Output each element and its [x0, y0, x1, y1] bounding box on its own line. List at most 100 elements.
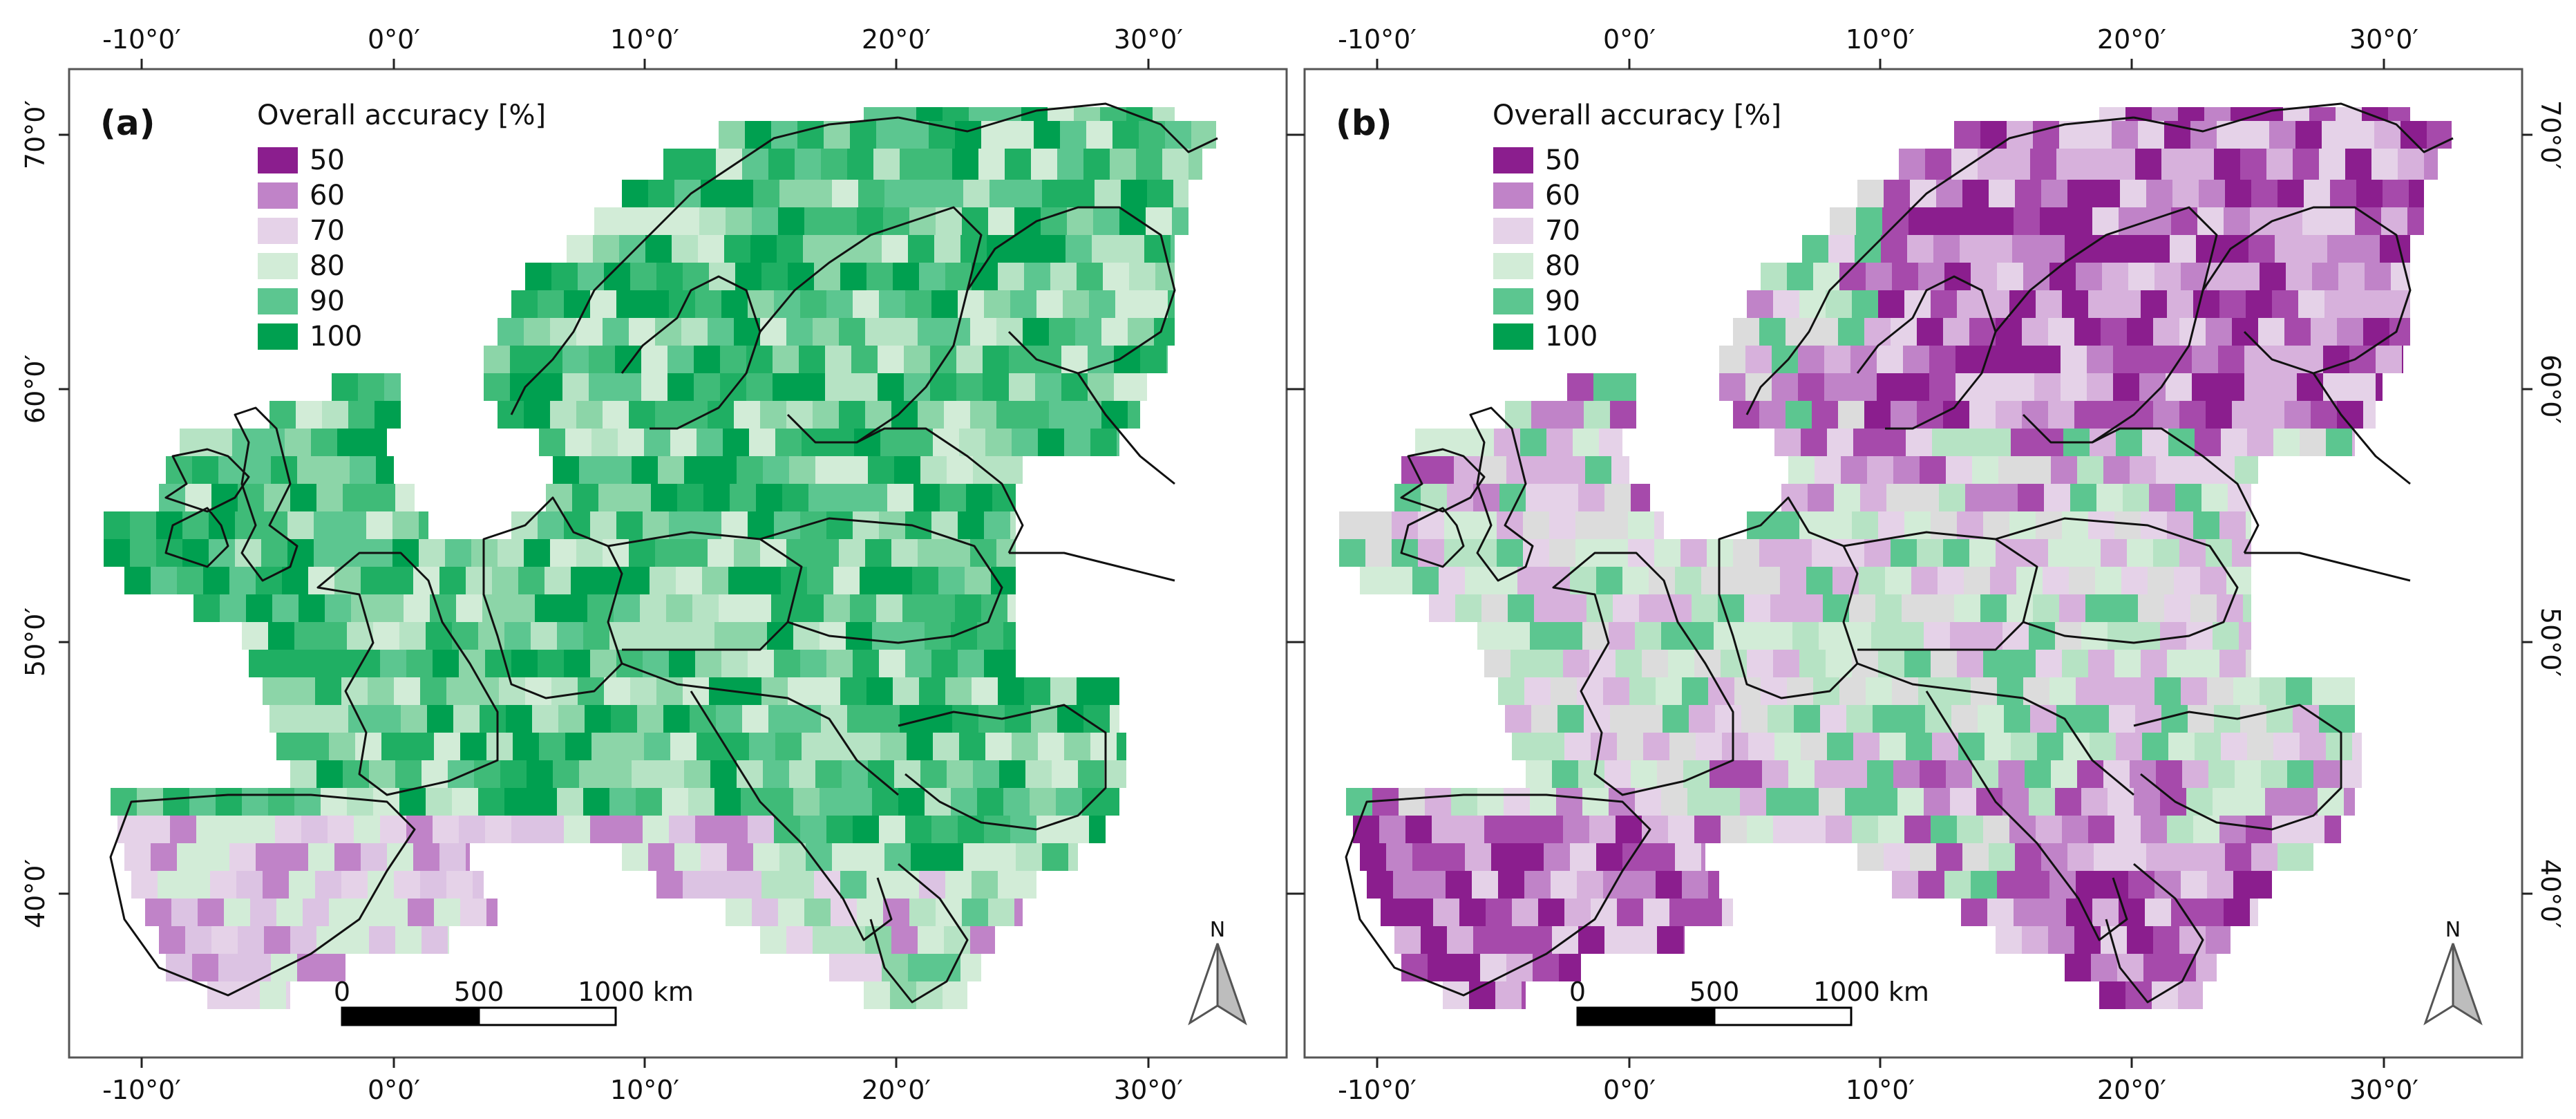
accuracy-cell: [2116, 733, 2142, 760]
accuracy-cell: [2311, 318, 2337, 346]
accuracy-cell: [1064, 429, 1090, 456]
accuracy-cell: [2388, 107, 2410, 121]
accuracy-cell: [1815, 760, 1841, 788]
accuracy-cell: [879, 290, 905, 318]
accuracy-cell: [2015, 180, 2041, 207]
accuracy-cell: [826, 650, 853, 677]
accuracy-cell: [1629, 677, 1656, 705]
accuracy-cell: [745, 121, 771, 149]
y-tick-label: 40°0′: [20, 859, 50, 928]
accuracy-cell: [2025, 760, 2051, 788]
accuracy-cell: [1642, 816, 1668, 843]
accuracy-cell: [1808, 484, 1834, 511]
y-tick-label: 40°0′: [2535, 859, 2566, 928]
accuracy-cell: [1987, 899, 2014, 926]
accuracy-cell: [891, 539, 918, 567]
accuracy-cell: [2188, 149, 2214, 180]
accuracy-cell: [2161, 705, 2188, 733]
accuracy-cell: [354, 816, 380, 843]
boundary-line: [1469, 406, 1534, 582]
accuracy-cell: [2029, 788, 2055, 816]
accuracy-cell: [1957, 650, 1983, 677]
accuracy-cell: [446, 677, 473, 705]
accuracy-cell: [1602, 511, 1628, 539]
accuracy-cell: [2142, 733, 2168, 760]
accuracy-cell: [938, 567, 965, 594]
accuracy-cell: [1166, 346, 1168, 373]
accuracy-cell: [904, 346, 930, 373]
accuracy-cell: [1759, 401, 1786, 429]
accuracy-cell: [616, 290, 643, 318]
accuracy-cell: [880, 733, 907, 760]
accuracy-cell: [701, 843, 727, 871]
accuracy-cell: [2312, 677, 2338, 705]
accuracy-cell: [878, 346, 904, 373]
accuracy-cell: [2398, 149, 2424, 180]
accuracy-cell: [2120, 180, 2146, 207]
accuracy-cell: [2324, 816, 2341, 843]
accuracy-cell: [1533, 456, 1559, 484]
accuracy-cell: [750, 235, 777, 263]
accuracy-cell: [734, 401, 760, 429]
accuracy-cell: [984, 650, 1010, 677]
accuracy-cell: [1683, 760, 1710, 788]
accuracy-cell: [774, 650, 800, 677]
accuracy-cell: [2049, 871, 2076, 899]
accuracy-cell: [1115, 290, 1142, 318]
accuracy-cell: [622, 180, 648, 207]
accuracy-cell: [956, 346, 983, 373]
accuracy-cell: [1798, 346, 1824, 373]
accuracy-cell: [1563, 816, 1589, 843]
accuracy-cell: [2167, 511, 2193, 539]
accuracy-cell: [1708, 871, 1719, 899]
accuracy-cell: [210, 871, 236, 899]
legend-label: 70: [310, 215, 345, 247]
accuracy-cell: [384, 373, 401, 401]
accuracy-cell: [506, 705, 532, 733]
accuracy-cell: [879, 650, 905, 677]
accuracy-cell: [446, 871, 473, 899]
accuracy-cell: [1860, 484, 1886, 511]
accuracy-cell: [2319, 149, 2345, 180]
accuracy-cell: [1903, 373, 1929, 401]
accuracy-cell: [674, 843, 701, 871]
accuracy-cell: [1007, 594, 1016, 622]
accuracy-cell: [970, 318, 996, 346]
accuracy-cell: [1077, 263, 1103, 290]
accuracy-cell: [334, 843, 361, 871]
accuracy-cell: [151, 843, 177, 871]
accuracy-cell: [814, 263, 840, 290]
legend-label: 90: [310, 285, 345, 317]
accuracy-cell: [931, 816, 958, 843]
accuracy-cell: [2113, 373, 2139, 401]
accuracy-cell: [724, 235, 750, 263]
accuracy-cell: [1759, 539, 1786, 567]
accuracy-cell: [2096, 484, 2123, 511]
accuracy-cell: [1954, 121, 1980, 149]
map-panel-b: -10°0′ 0°0′ 10°0′ 20°0′ 30°0′ -10°0′ 0°0…: [1294, 24, 2566, 1105]
accuracy-cell: [782, 484, 808, 511]
accuracy-cell: [2304, 843, 2313, 871]
accuracy-cell: [2076, 263, 2102, 290]
accuracy-cell: [1886, 484, 1913, 511]
accuracy-cell: [1596, 843, 1622, 871]
accuracy-cell: [1499, 484, 1526, 511]
accuracy-cell: [1696, 733, 1722, 760]
accuracy-cell: [662, 622, 688, 650]
scale-label: 0: [1569, 977, 1586, 1007]
accuracy-cell: [905, 816, 931, 843]
accuracy-cell: [983, 373, 1009, 401]
accuracy-cell: [589, 346, 615, 373]
accuracy-cell: [2244, 373, 2271, 401]
accuracy-cell: [931, 650, 958, 677]
accuracy-cell: [1432, 816, 1458, 843]
accuracy-cell: [2048, 926, 2074, 954]
accuracy-cell: [1537, 816, 1563, 843]
accuracy-cell: [1642, 650, 1668, 677]
accuracy-cell: [1031, 149, 1057, 180]
accuracy-cell: [1171, 235, 1175, 263]
accuracy-cell: [2002, 788, 2029, 816]
accuracy-cell: [193, 594, 220, 622]
accuracy-cell: [609, 788, 636, 816]
accuracy-cell: [821, 705, 847, 733]
